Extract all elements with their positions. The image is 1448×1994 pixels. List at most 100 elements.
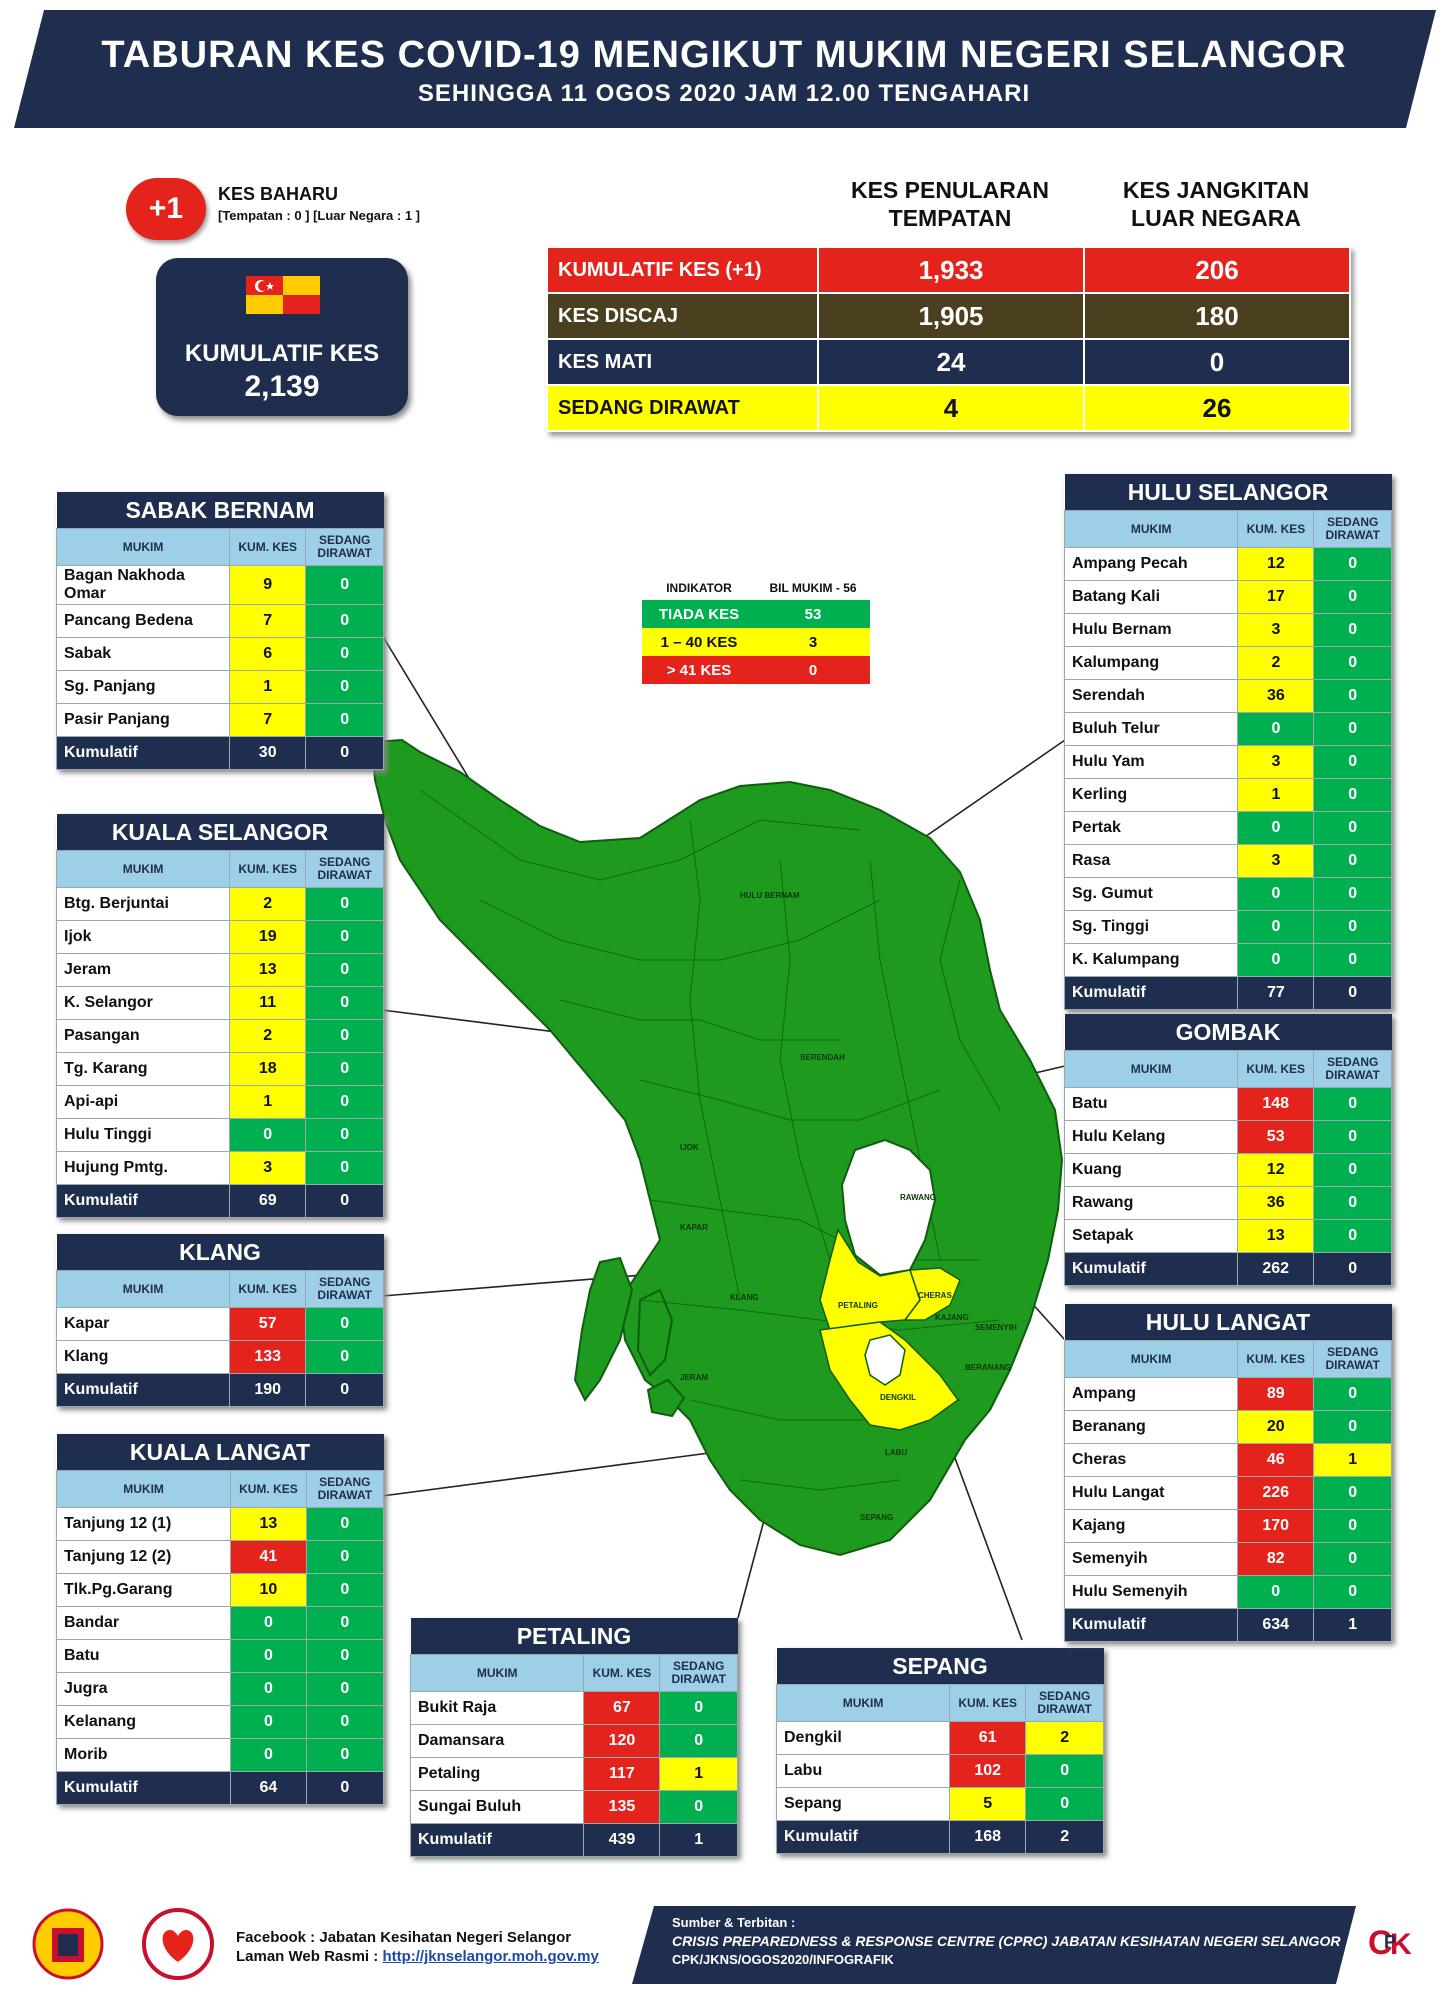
map-label-petaling: PETALING [838,1301,878,1310]
total-kum-kes: 77 [1238,977,1314,1010]
mukim-name: Pasir Panjang [57,704,230,737]
total-label: Kumulatif [57,1185,230,1218]
total-row: Kumulatif 190 0 [57,1374,384,1407]
sedang-dirawat-value: 0 [306,1308,384,1341]
kum-kes-value: 5 [950,1788,1026,1821]
col-mukim: MUKIM [57,1271,230,1308]
sedang-dirawat-value: 0 [306,1119,384,1152]
district-name: KLANG [57,1234,384,1271]
mukim-name: Rawang [1065,1187,1238,1220]
mukim-name: Serendah [1065,680,1238,713]
col-sedang-dirawat: SEDANG DIRAWAT [306,1271,384,1308]
mukim-name: Hulu Tinggi [57,1119,230,1152]
mukim-name: Bukit Raja [411,1692,584,1725]
col-sedang: SEDANG [1039,1689,1090,1703]
footer-contact: Facebook : Jabatan Kesihatan Negeri Sela… [236,1928,599,1966]
table-row: Bandar 0 0 [57,1607,384,1640]
mukim-name: Ampang Pecah [1065,548,1238,581]
table-row: Ijok 19 0 [57,921,384,954]
mukim-name: Tg. Karang [57,1053,230,1086]
col-sedang: SEDANG [319,855,370,869]
table-row: Ampang Pecah 12 0 [1065,548,1392,581]
table-row: Kalumpang 2 0 [1065,647,1392,680]
table-row: K. Kalumpang 0 0 [1065,944,1392,977]
footer-web-link[interactable]: http://jknselangor.moh.gov.my [382,1948,598,1965]
sedang-dirawat-value: 0 [306,605,384,638]
col-kum-kes: KUM. KES [230,529,306,566]
col-mukim: MUKIM [1065,1341,1238,1378]
sedang-dirawat-value: 0 [1314,1121,1392,1154]
table-row: Api-api 1 0 [57,1086,384,1119]
kum-kes-value: 12 [1238,548,1314,581]
col-dirawat: DIRAWAT [1325,528,1379,542]
kum-kes-value: 0 [231,1607,306,1640]
kum-kes-value: 0 [1238,878,1314,911]
col-sedang: SEDANG [319,1275,370,1289]
table-row: Cheras 46 1 [1065,1444,1392,1477]
mukim-name: Sabak [57,638,230,671]
kum-kes-value: 7 [230,704,306,737]
mukim-name: Kelanang [57,1706,231,1739]
col-sedang: SEDANG [1327,1055,1378,1069]
column-header-row: MUKIM KUM. KES SEDANG DIRAWAT [411,1655,738,1692]
sedang-dirawat-value: 0 [306,1574,383,1607]
table-row: Semenyih 82 0 [1065,1543,1392,1576]
table-row: Pertak 0 0 [1065,812,1392,845]
col-dirawat: DIRAWAT [317,1288,371,1302]
mukim-name: Morib [57,1739,231,1772]
col-mukim: MUKIM [411,1655,584,1692]
mukim-name: Semenyih [1065,1543,1238,1576]
district-name: HULU LANGAT [1065,1304,1392,1341]
kum-kes-value: 82 [1238,1543,1314,1576]
column-header-row: MUKIM KUM. KES SEDANG DIRAWAT [57,1471,384,1508]
table-row: Ampang 89 0 [1065,1378,1392,1411]
kum-kes-value: 120 [584,1725,660,1758]
table-row: Kapar 57 0 [57,1308,384,1341]
kum-kes-value: 20 [1238,1411,1314,1444]
sedang-dirawat-value: 0 [1314,1543,1392,1576]
district-table-sepang: SEPANG MUKIM KUM. KES SEDANG DIRAWAT Dengkil 6… [776,1648,1104,1854]
mukim-name: Pancang Bedena [57,605,230,638]
total-label: Kumulatif [57,1772,231,1805]
table-row: Hulu Langat 226 0 [1065,1477,1392,1510]
column-header-row: MUKIM KUM. KES SEDANG DIRAWAT [1065,511,1392,548]
total-label: Kumulatif [1065,1253,1238,1286]
mukim-name: Kuang [1065,1154,1238,1187]
col-sedang-dirawat: SEDANG DIRAWAT [306,1471,383,1508]
total-sedang-dirawat: 0 [1314,977,1392,1010]
col-mukim: MUKIM [57,529,230,566]
sedang-dirawat-value: 0 [1314,845,1392,878]
kum-kes-value: 18 [230,1053,306,1086]
kum-kes-value: 2 [230,1020,306,1053]
total-row: Kumulatif 439 1 [411,1824,738,1857]
col-kum-kes: KUM. KES [950,1685,1026,1722]
mukim-name: Klang [57,1341,230,1374]
total-row: Kumulatif 634 1 [1065,1609,1392,1642]
column-header-row: MUKIM KUM. KES SEDANG DIRAWAT [57,529,384,566]
kum-kes-value: 36 [1238,680,1314,713]
map-label-rawang: RAWANG [900,1193,936,1202]
col-sedang: SEDANG [1327,515,1378,529]
table-row: Tanjung 12 (2) 41 0 [57,1541,384,1574]
mukim-name: Batu [1065,1088,1238,1121]
sedang-dirawat-value: 0 [306,1341,384,1374]
col-dirawat: DIRAWAT [317,868,371,882]
col-sedang-dirawat: SEDANG DIRAWAT [1314,1341,1392,1378]
total-row: Kumulatif 69 0 [57,1185,384,1218]
table-row: K. Selangor 11 0 [57,987,384,1020]
col-mukim: MUKIM [57,851,230,888]
col-mukim: MUKIM [777,1685,950,1722]
sedang-dirawat-value: 0 [306,638,384,671]
mukim-name: Pasangan [57,1020,230,1053]
table-row: Bukit Raja 67 0 [411,1692,738,1725]
total-label: Kumulatif [1065,977,1238,1010]
kum-kes-value: 2 [1238,647,1314,680]
table-row: Morib 0 0 [57,1739,384,1772]
kum-kes-value: 0 [231,1673,306,1706]
table-row: Hulu Kelang 53 0 [1065,1121,1392,1154]
col-kum-kes: KUM. KES [1238,1341,1314,1378]
col-dirawat: DIRAWAT [317,546,371,560]
mukim-name: Kajang [1065,1510,1238,1543]
kum-kes-value: 226 [1238,1477,1314,1510]
table-row: Sungai Buluh 135 0 [411,1791,738,1824]
